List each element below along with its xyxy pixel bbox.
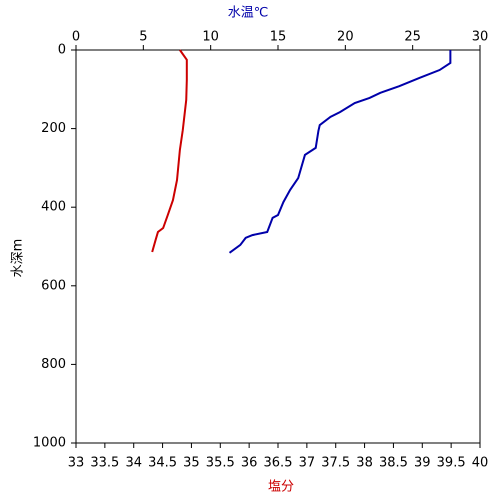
y-tick-label: 0 xyxy=(58,43,66,58)
y-tick-label: 1000 xyxy=(33,436,66,451)
x2-tick-label: 25 xyxy=(404,30,421,45)
x-tick-label: 33 xyxy=(68,456,85,471)
x-tick-label: 33.5 xyxy=(90,456,119,471)
x-tick-label: 37 xyxy=(299,456,316,471)
x-tick-label: 39 xyxy=(414,456,431,471)
plot-frame xyxy=(75,49,481,444)
x2-tick-label: 10 xyxy=(202,30,219,45)
x-axis-title: 塩分 xyxy=(268,480,294,495)
x-tick-label: 34 xyxy=(125,456,142,471)
x-tick-label: 40 xyxy=(472,456,489,471)
y-tick-label: 600 xyxy=(41,278,66,293)
x-tick-label: 35.5 xyxy=(206,456,235,471)
x-tick-label: 39.5 xyxy=(437,456,466,471)
y-tick-label: 800 xyxy=(41,357,66,372)
x2-tick-label: 30 xyxy=(472,30,489,45)
x-tick-label: 36 xyxy=(241,456,258,471)
x-tick-label: 38 xyxy=(356,456,373,471)
x2-tick-label: 5 xyxy=(139,30,147,45)
profile-line xyxy=(151,49,188,253)
x-tick-label: 34.5 xyxy=(148,456,177,471)
x-tick-label: 37.5 xyxy=(321,456,350,471)
x2-axis-title: 水温℃ xyxy=(228,6,269,21)
y-tick-label: 200 xyxy=(41,121,66,136)
y-tick-label: 400 xyxy=(41,200,66,215)
profile-line xyxy=(228,50,452,254)
x2-tick-label: 0 xyxy=(72,30,80,45)
x2-tick-label: 20 xyxy=(337,30,354,45)
x-tick-label: 38.5 xyxy=(379,456,408,471)
x2-tick-label: 15 xyxy=(270,30,287,45)
y-axis-title: 水深m xyxy=(11,239,26,278)
x-tick-label: 35 xyxy=(183,456,200,471)
x-tick-label: 36.5 xyxy=(264,456,293,471)
